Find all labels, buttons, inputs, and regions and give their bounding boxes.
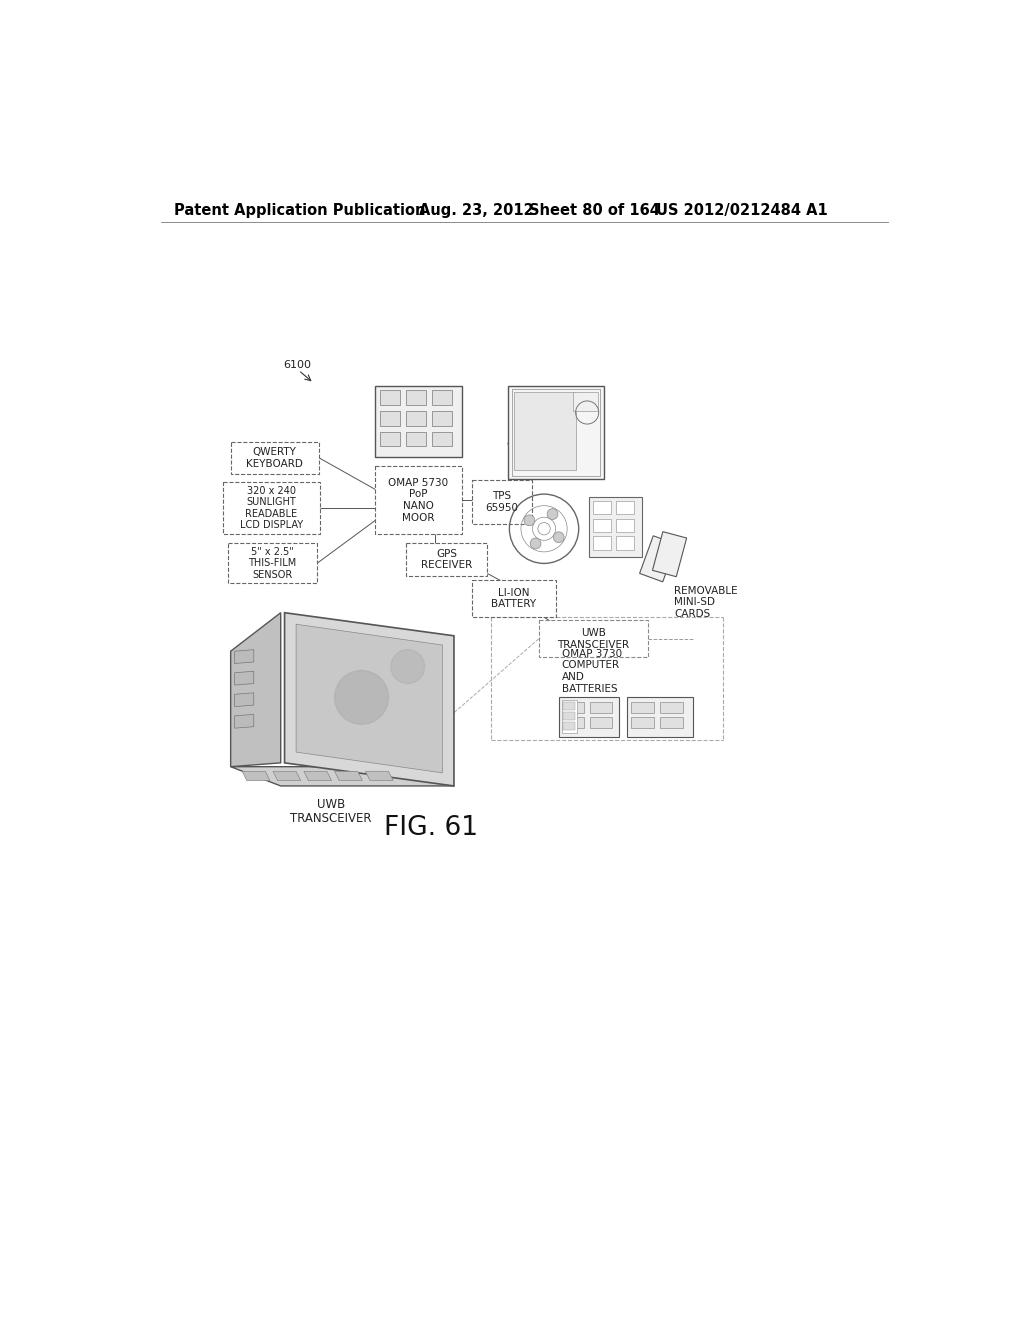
Bar bbox=[432, 432, 453, 446]
Text: QWERTY
KEYBOARD: QWERTY KEYBOARD bbox=[246, 447, 303, 469]
Bar bbox=[593, 536, 611, 549]
Text: TPS
65950: TPS 65950 bbox=[485, 491, 518, 513]
Bar bbox=[472, 480, 531, 524]
Polygon shape bbox=[366, 771, 393, 780]
Polygon shape bbox=[285, 612, 454, 785]
Bar bbox=[432, 411, 453, 425]
Polygon shape bbox=[243, 771, 270, 780]
Bar bbox=[562, 701, 578, 733]
Bar bbox=[616, 536, 634, 549]
Bar bbox=[514, 392, 575, 470]
Bar bbox=[563, 711, 574, 719]
Text: OMAP 3730
COMPUTER
AND
BATTERIES: OMAP 3730 COMPUTER AND BATTERIES bbox=[562, 649, 622, 694]
Bar bbox=[432, 391, 453, 405]
Bar bbox=[590, 498, 642, 557]
Bar bbox=[631, 702, 654, 713]
Polygon shape bbox=[230, 612, 281, 767]
Circle shape bbox=[553, 532, 564, 543]
Bar bbox=[593, 519, 611, 532]
Bar bbox=[590, 702, 611, 713]
Bar bbox=[563, 722, 574, 730]
Bar bbox=[616, 519, 634, 532]
Bar bbox=[407, 411, 426, 425]
Polygon shape bbox=[640, 536, 677, 582]
Polygon shape bbox=[234, 693, 254, 706]
Bar bbox=[539, 620, 648, 657]
Bar bbox=[407, 432, 426, 446]
Text: LI-ION
BATTERY: LI-ION BATTERY bbox=[492, 587, 537, 610]
Text: UWB
TRANSCEIVER: UWB TRANSCEIVER bbox=[290, 797, 372, 825]
Polygon shape bbox=[230, 767, 454, 785]
Bar bbox=[376, 385, 462, 457]
Bar bbox=[230, 442, 319, 474]
Text: 6100: 6100 bbox=[283, 360, 311, 370]
Text: UWB
TRANSCEIVER: UWB TRANSCEIVER bbox=[557, 628, 630, 649]
Bar bbox=[380, 432, 400, 446]
Text: 320 x 240
SUNLIGHT
READABLE
LCD DISPLAY: 320 x 240 SUNLIGHT READABLE LCD DISPLAY bbox=[240, 486, 303, 531]
Bar bbox=[376, 466, 462, 535]
Polygon shape bbox=[234, 714, 254, 729]
Polygon shape bbox=[234, 649, 254, 664]
Bar bbox=[562, 718, 584, 729]
Circle shape bbox=[524, 515, 535, 525]
Text: Sheet 80 of 164: Sheet 80 of 164 bbox=[529, 203, 660, 218]
Bar bbox=[559, 697, 618, 738]
Bar bbox=[562, 702, 584, 713]
Bar bbox=[590, 718, 611, 729]
Text: Patent Application Publication: Patent Application Publication bbox=[174, 203, 426, 218]
Bar bbox=[223, 482, 319, 535]
Text: REMOVABLE
MINI-SD
CARDS: REMOVABLE MINI-SD CARDS bbox=[674, 586, 738, 619]
Polygon shape bbox=[652, 532, 687, 577]
Polygon shape bbox=[234, 671, 254, 685]
Polygon shape bbox=[304, 771, 332, 780]
Text: 5" x 2.5"
THIS-FILM
SENSOR: 5" x 2.5" THIS-FILM SENSOR bbox=[248, 546, 296, 579]
Bar bbox=[563, 702, 574, 710]
Text: FIG. 61: FIG. 61 bbox=[384, 816, 478, 841]
Circle shape bbox=[547, 508, 558, 520]
Bar bbox=[593, 502, 611, 515]
Bar bbox=[573, 392, 598, 411]
Bar bbox=[660, 718, 683, 729]
Text: Aug. 23, 2012: Aug. 23, 2012 bbox=[419, 203, 535, 218]
Bar bbox=[508, 385, 604, 479]
Polygon shape bbox=[273, 771, 301, 780]
Bar bbox=[407, 391, 426, 405]
Bar bbox=[472, 581, 556, 616]
Bar bbox=[407, 544, 487, 576]
Bar bbox=[660, 702, 683, 713]
Circle shape bbox=[391, 649, 425, 684]
Polygon shape bbox=[296, 624, 442, 774]
Circle shape bbox=[530, 539, 541, 549]
Bar bbox=[228, 544, 316, 583]
Text: US 2012/0212484 A1: US 2012/0212484 A1 bbox=[655, 203, 827, 218]
Circle shape bbox=[335, 671, 388, 725]
Polygon shape bbox=[335, 771, 362, 780]
Text: GPS
RECEIVER: GPS RECEIVER bbox=[421, 549, 472, 570]
Bar bbox=[616, 502, 634, 515]
Bar bbox=[380, 411, 400, 425]
Text: OMAP 5730
PoP
NANO
MOOR: OMAP 5730 PoP NANO MOOR bbox=[388, 478, 449, 523]
Bar bbox=[631, 718, 654, 729]
Bar bbox=[380, 391, 400, 405]
Bar bbox=[628, 697, 692, 738]
Bar bbox=[512, 389, 600, 475]
